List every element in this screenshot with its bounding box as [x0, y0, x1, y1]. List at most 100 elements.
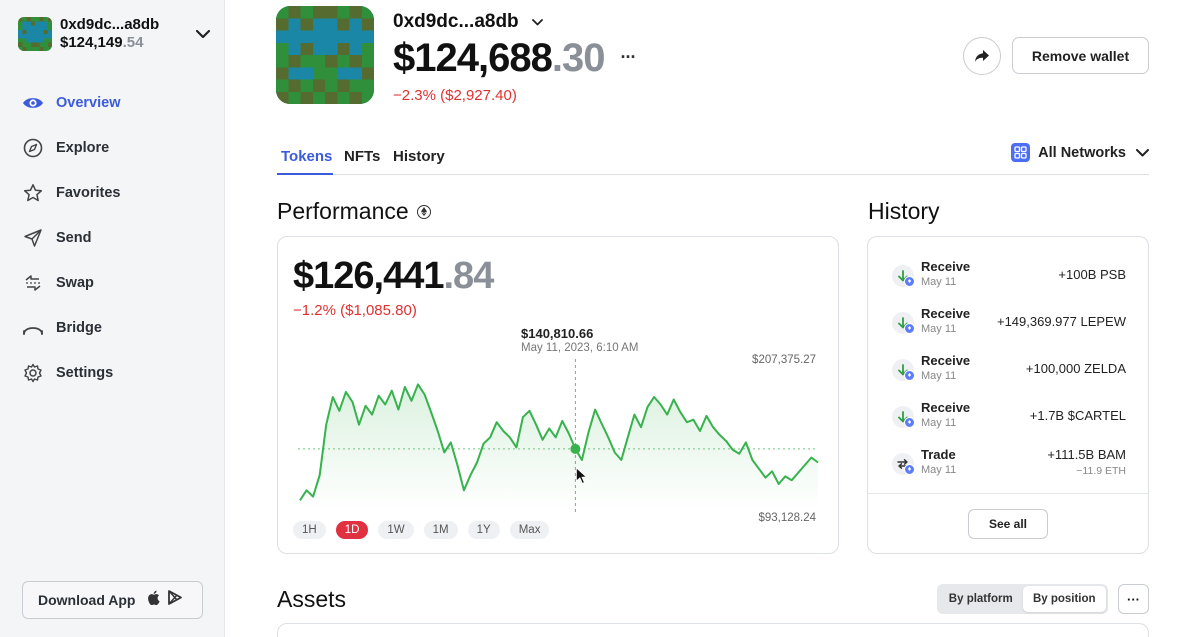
sidebar-nav: Overview Explore Favorites Send Swap: [22, 80, 212, 395]
chevron-down-icon[interactable]: [193, 24, 213, 44]
sidebar-item-bridge[interactable]: Bridge: [22, 305, 212, 350]
tab-nfts[interactable]: NFTs: [344, 148, 381, 165]
wallet-balance-main: $124,688: [393, 36, 553, 80]
range-1w-button[interactable]: 1W: [378, 521, 414, 539]
more-options-button[interactable]: ···: [620, 47, 636, 67]
share-button[interactable]: [963, 37, 1001, 75]
range-1d-button[interactable]: 1D: [335, 521, 369, 539]
assets-view-toggle: By platform By position: [937, 584, 1108, 614]
sidebar-item-settings[interactable]: Settings: [22, 350, 212, 395]
chart-tooltip-date: May 11, 2023, 6:10 AM: [521, 342, 639, 354]
sidebar-item-label: Explore: [56, 139, 110, 156]
gear-icon: [22, 362, 44, 384]
sidebar: 0xd9dc...a8db $124,149.54 Overview Explo…: [0, 0, 225, 637]
history-amount: +149,369.977 LEPEW: [996, 314, 1126, 329]
ethereum-badge-icon: ♦: [904, 370, 915, 381]
wallet-balance: $124,688.30 ···: [393, 36, 636, 81]
account-balance-main: $124,149: [60, 34, 123, 51]
assets-card: [277, 623, 1149, 637]
network-selector[interactable]: All Networks: [1011, 143, 1149, 162]
bridge-icon: [22, 317, 44, 339]
ethereum-badge-icon: ♦: [904, 276, 915, 287]
history-amount: +100B PSB: [1058, 267, 1126, 282]
chevron-down-icon[interactable]: [531, 18, 543, 26]
performance-change: −1.2% ($1,085.80): [293, 302, 417, 319]
swap-icon: [22, 272, 44, 294]
performance-chart[interactable]: [278, 237, 838, 553]
time-range-selector: 1H 1D 1W 1M 1Y Max: [293, 521, 550, 539]
ethereum-badge-icon: ♦: [904, 417, 915, 428]
remove-wallet-button[interactable]: Remove wallet: [1012, 37, 1149, 74]
history-date: May 11: [921, 276, 957, 288]
download-app-button[interactable]: Download App: [22, 581, 203, 619]
history-card: ♦ Receive May 11 +100B PSB ♦ Receive May…: [867, 236, 1149, 554]
sidebar-item-label: Bridge: [56, 319, 102, 336]
performance-value: $126,441.84: [293, 255, 495, 298]
apple-icon: [147, 590, 161, 610]
history-item[interactable]: ♦ Receive May 11 +1.7B $CARTEL: [890, 400, 1126, 436]
performance-title-text: Performance: [277, 198, 409, 224]
assets-more-button[interactable]: ···: [1118, 584, 1149, 614]
chart-tooltip-value: $140,810.66: [521, 326, 594, 341]
performance-title: Performance: [277, 198, 431, 225]
chevron-down-icon: [1136, 148, 1149, 157]
tab-history[interactable]: History: [393, 148, 445, 165]
account-switcher[interactable]: 0xd9dc...a8db $124,149.54: [18, 14, 213, 54]
sidebar-item-label: Send: [56, 229, 92, 246]
star-icon: [22, 182, 44, 204]
range-1y-button[interactable]: 1Y: [467, 521, 500, 539]
history-item[interactable]: ♦ Trade May 11 +111.5B BAM −11.9 ETH: [890, 447, 1126, 483]
history-date: May 11: [921, 417, 957, 429]
ethereum-badge-icon: ♦: [904, 464, 915, 475]
account-balance: $124,149.54: [60, 34, 193, 52]
sidebar-item-explore[interactable]: Explore: [22, 125, 212, 170]
assets-title: Assets: [277, 586, 347, 612]
history-date: May 11: [921, 464, 957, 476]
chart-marker: [570, 443, 581, 454]
sidebar-item-send[interactable]: Send: [22, 215, 212, 260]
ethereum-icon[interactable]: [416, 204, 431, 219]
by-platform-button[interactable]: By platform: [939, 586, 1023, 612]
history-type: Receive: [921, 259, 971, 274]
chart-line: [299, 383, 819, 501]
history-item[interactable]: ♦ Receive May 11 +100,000 ZELDA: [890, 353, 1126, 389]
history-type: Receive: [921, 400, 971, 415]
ethereum-badge-icon: ♦: [904, 323, 915, 334]
chart-area: [300, 384, 818, 509]
history-divider: [868, 493, 1148, 494]
history-type: Trade: [921, 447, 956, 462]
range-1m-button[interactable]: 1M: [423, 521, 458, 539]
sidebar-item-label: Overview: [56, 94, 121, 111]
tab-tokens[interactable]: Tokens: [281, 148, 333, 165]
by-position-button[interactable]: By position: [1022, 586, 1106, 612]
wallet-change: −2.3% ($2,927.40): [393, 87, 517, 104]
chart-max-label: $207,375.27: [752, 354, 816, 366]
history-date: May 11: [921, 323, 957, 335]
performance-value-decimals: .84: [443, 255, 495, 297]
sidebar-item-swap[interactable]: Swap: [22, 260, 212, 305]
wallet-name: 0xd9dc...a8db: [393, 11, 519, 32]
range-max-button[interactable]: Max: [509, 521, 550, 539]
history-item[interactable]: ♦ Receive May 11 +100B PSB: [890, 259, 1126, 295]
active-tab-indicator: [277, 173, 333, 175]
eye-icon: [22, 92, 44, 114]
tabs-bar: Tokens NFTs History All Networks: [277, 140, 1149, 175]
wallet-avatar: [276, 6, 374, 104]
wallet-name-row[interactable]: 0xd9dc...a8db: [393, 11, 543, 33]
history-sub-amount: −11.9 ETH: [1076, 465, 1126, 477]
history-item[interactable]: ♦ Receive May 11 +149,369.977 LEPEW: [890, 306, 1126, 342]
account-name: 0xd9dc...a8db: [60, 16, 160, 33]
see-all-button[interactable]: See all: [968, 509, 1048, 539]
sidebar-item-label: Swap: [56, 274, 94, 291]
history-title: History: [868, 198, 940, 224]
history-amount: +111.5B BAM: [1047, 447, 1126, 462]
wallet-balance-decimals: .30: [551, 36, 606, 80]
send-icon: [22, 227, 44, 249]
compass-icon: [22, 137, 44, 159]
sidebar-item-label: Settings: [56, 364, 114, 381]
range-1h-button[interactable]: 1H: [293, 521, 326, 539]
performance-card: $126,441.84 −1.2% ($1,085.80) $140,810.6…: [277, 236, 839, 554]
sidebar-item-overview[interactable]: Overview: [22, 80, 212, 125]
history-type: Receive: [921, 353, 971, 368]
sidebar-item-favorites[interactable]: Favorites: [22, 170, 212, 215]
